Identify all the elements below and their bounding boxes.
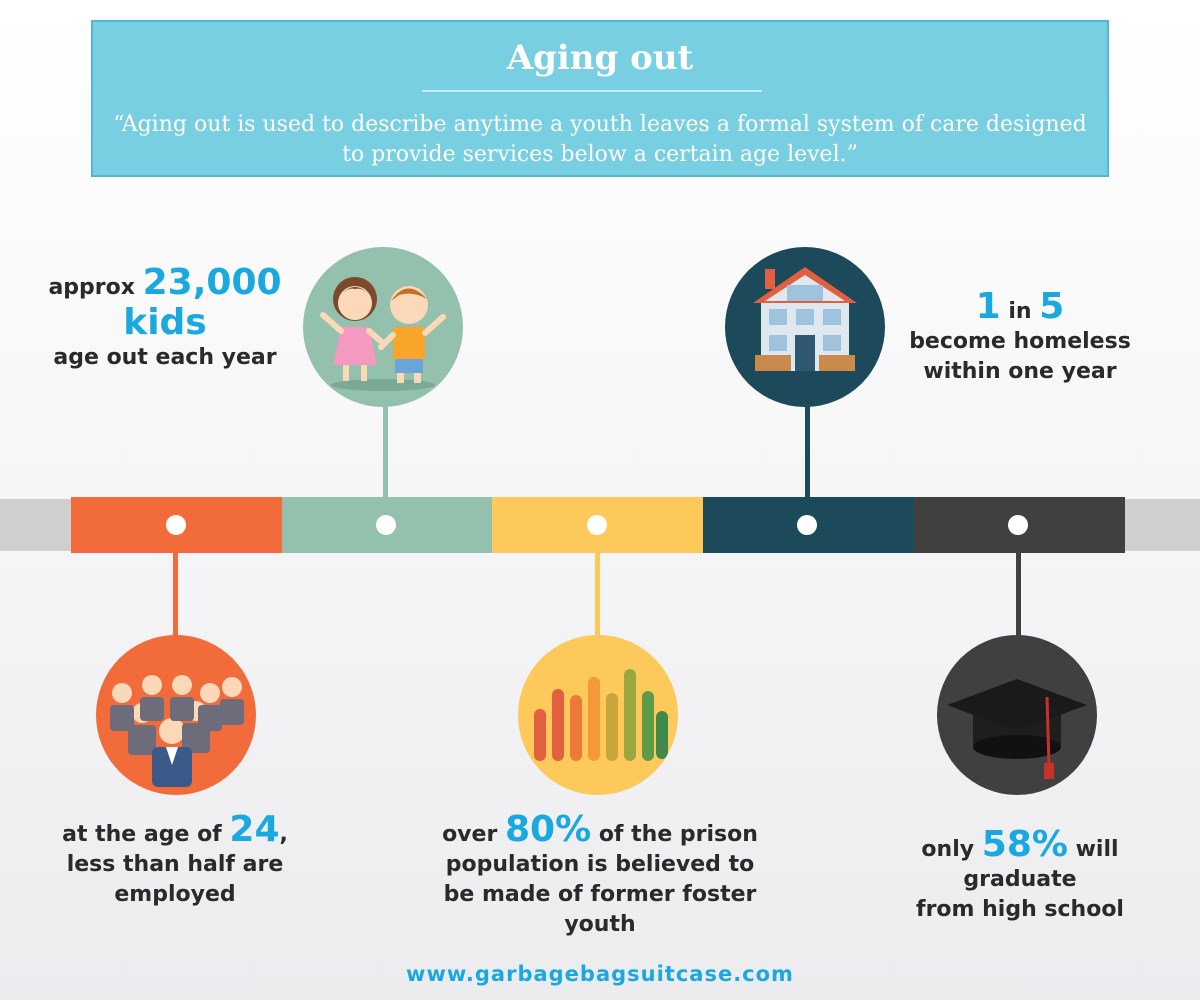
stat-homeless-b: 5 [1039,286,1065,327]
stat-kids-age-out: approx 23,000 kids age out each year [40,265,290,373]
stat-homeless-line-2: become homeless [909,329,1131,354]
stem-homeless [805,400,810,510]
stat-homeless-a: 1 [975,286,1001,327]
graduation-cap-icon [937,635,1097,795]
timeline-dot-2 [376,515,396,535]
stem-kids [383,400,388,510]
stat-prison-prefix: over [442,822,498,847]
stem-prison [595,530,600,640]
stat-prison-number: 80% [504,809,592,850]
stat-graduate-line-2: graduate [963,867,1077,892]
stem-employed [173,530,178,640]
timeline-dot-5 [1008,515,1028,535]
stat-graduate-rest: will [1075,837,1119,862]
children-icon [303,247,463,407]
stat-graduate-prefix: only [921,837,975,862]
stem-graduate [1016,530,1021,640]
raised-hands-icon [518,635,678,795]
business-people-icon [96,635,256,795]
stat-graduate-line-3: from high school [916,897,1124,922]
stat-employed-line-2: less than half are [66,852,284,877]
header-box: Aging out “Aging out is used to describe… [91,20,1109,177]
stat-graduate-number: 58% [981,824,1068,865]
stat-kids-unit: kids [123,302,207,343]
definition-quote: “Aging out is used to describe anytime a… [93,110,1107,170]
stat-kids-suffix: age out each year [53,345,277,370]
stat-employed-line-1: at the age of 24, [40,812,310,850]
stat-prison: over 80% of the prison population is bel… [440,812,760,940]
stat-employed-line-3: employed [114,882,236,907]
stat-prison-line-2: population is believed to [445,852,755,877]
timeline-dot-1 [166,515,186,535]
stat-homeless: 1 in 5 become homeless within one year [895,289,1145,387]
stat-employed-comma: , [279,822,288,847]
stat-employed: at the age of 24, less than half are emp… [40,812,310,910]
stat-prison-line-4: youth [564,912,636,937]
title-divider [422,90,762,92]
stat-kids-number: 23,000 [142,262,282,303]
quote-line-2: to provide services below a certain age … [342,142,858,167]
quote-line-1: “Aging out is used to describe anytime a… [113,112,1087,137]
timeline-dot-4 [797,515,817,535]
stat-homeless-line-3: within one year [923,359,1117,384]
stat-prison-line-1: over 80% of the prison [440,812,760,850]
page-title: Aging out [506,38,694,78]
stat-kids-line-1: approx 23,000 [40,265,290,303]
stat-kids-prefix: approx [48,275,135,300]
timeline-dot-3 [587,515,607,535]
stat-homeless-line-1: 1 in 5 [895,289,1145,327]
stat-prison-line-3: be made of former foster [443,882,757,907]
stat-employed-prefix: at the age of [62,822,222,847]
footer-url[interactable]: www.garbagebagsuitcase.com [406,962,794,986]
stat-graduate-line-1: only 58% will [890,827,1150,865]
house-icon [725,247,885,407]
stat-graduate: only 58% will graduate from high school [890,827,1150,925]
stat-prison-rest: of the prison [598,822,758,847]
stat-homeless-in: in [1008,299,1032,324]
stat-employed-number: 24 [229,809,280,850]
